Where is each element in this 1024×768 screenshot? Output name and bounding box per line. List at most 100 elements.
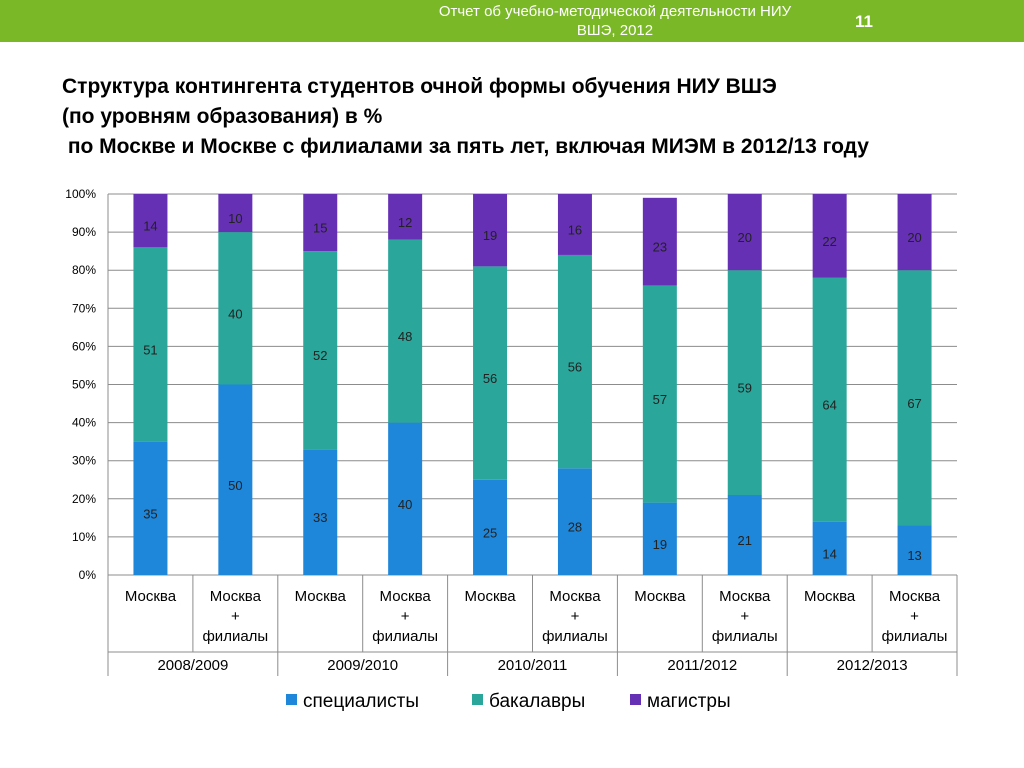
title-line-1: Структура контингента студентов очной фо…	[62, 75, 777, 98]
x-category-label: Москва	[295, 588, 347, 605]
bar-segment-магистры	[303, 194, 338, 252]
bar-segment-магистры	[133, 194, 168, 248]
data-label: 56	[483, 371, 497, 386]
x-category-label: +	[231, 608, 240, 625]
bar-segment-магистры	[473, 194, 508, 267]
data-label: 59	[738, 381, 752, 396]
report-header: Отчет об учебно-методической деятельност…	[395, 2, 835, 40]
x-group-label: 2011/2012	[667, 657, 737, 674]
bar-segment-магистры	[897, 194, 932, 271]
data-label: 48	[398, 329, 412, 344]
x-category-label: Москва	[889, 588, 941, 605]
legend-entry: магистры	[647, 691, 731, 712]
x-category-label: +	[571, 608, 580, 625]
x-category-label: Москва	[549, 588, 601, 605]
bar-segment-бакалавры	[642, 285, 677, 503]
bar-segment-бакалавры	[897, 270, 932, 526]
data-label: 57	[653, 392, 667, 407]
bar-segment-магистры	[388, 194, 423, 240]
bar-segment-бакалавры	[303, 251, 338, 450]
bar-segment-магистры	[812, 194, 847, 278]
data-label: 20	[738, 230, 752, 245]
y-tick-label: 100%	[65, 187, 96, 201]
title-line-2: (по уровням образования) в %	[62, 105, 383, 128]
data-label: 28	[568, 520, 582, 535]
data-label: 40	[398, 497, 412, 512]
data-label: 14	[822, 546, 836, 561]
bar-segment-бакалавры	[727, 270, 762, 495]
data-label: 67	[907, 396, 921, 411]
data-label: 23	[653, 240, 667, 255]
bar-segment-специалисты	[388, 422, 423, 575]
x-category-label: Москва	[464, 588, 516, 605]
x-category-label: Москва	[719, 588, 771, 605]
data-label: 25	[483, 525, 497, 540]
bar-segment-бакалавры	[218, 232, 253, 385]
legend-swatch	[630, 694, 641, 705]
report-header-line2: ВШЭ, 2012	[576, 22, 654, 39]
bar-segment-бакалавры	[473, 266, 508, 480]
bar-segment-бакалавры	[557, 254, 592, 469]
x-group-label: 2009/2010	[327, 657, 398, 674]
y-tick-label: 30%	[72, 454, 96, 468]
bar-segment-специалисты	[473, 479, 508, 575]
y-tick-label: 60%	[72, 339, 96, 353]
bar-segment-магистры	[642, 197, 677, 286]
data-label: 20	[907, 230, 921, 245]
data-label: 40	[228, 306, 242, 321]
x-category-label: филиалы	[882, 628, 948, 645]
x-group-label: 2010/2011	[498, 657, 568, 674]
bar-segment-специалисты	[897, 525, 932, 575]
x-category-label: филиалы	[372, 628, 438, 645]
x-category-label: Москва	[125, 588, 177, 605]
bar-segment-бакалавры	[133, 247, 168, 442]
y-tick-label: 70%	[72, 301, 96, 315]
x-category-label: +	[740, 608, 749, 625]
x-group-label: 2008/2009	[157, 657, 228, 674]
data-label: 15	[313, 221, 327, 236]
x-category-label: филиалы	[712, 628, 778, 645]
bar-segment-бакалавры	[812, 277, 847, 522]
bar-segment-магистры	[727, 194, 762, 271]
data-label: 10	[228, 211, 242, 226]
x-group-label: 2012/2013	[837, 657, 908, 674]
data-label: 12	[398, 215, 412, 230]
bar-segment-специалисты	[557, 468, 592, 575]
y-tick-label: 20%	[72, 492, 96, 506]
x-category-label: Москва	[634, 588, 686, 605]
x-category-label: Москва	[804, 588, 856, 605]
y-tick-label: 0%	[79, 568, 97, 582]
bar-segment-бакалавры	[388, 239, 423, 423]
data-label: 33	[313, 510, 327, 525]
data-label: 35	[143, 506, 157, 521]
x-category-label: филиалы	[202, 628, 268, 645]
x-category-label: Москва	[380, 588, 432, 605]
x-category-label: Москва	[210, 588, 262, 605]
y-tick-label: 80%	[72, 263, 96, 277]
data-label: 21	[738, 533, 752, 548]
x-category-label: +	[910, 608, 919, 625]
y-tick-label: 50%	[72, 378, 96, 392]
data-label: 16	[568, 222, 582, 237]
y-tick-label: 90%	[72, 225, 96, 239]
slide-title: Структура контингента студентов очной фо…	[62, 72, 1002, 162]
data-label: 22	[822, 234, 836, 249]
bar-segment-магистры	[557, 194, 592, 255]
data-label: 56	[568, 360, 582, 375]
data-label: 19	[483, 228, 497, 243]
legend-entry: бакалавры	[489, 691, 585, 712]
legend-swatch	[472, 694, 483, 705]
bar-segment-специалисты	[642, 502, 677, 575]
bar-segment-специалисты	[218, 384, 253, 575]
data-label: 14	[143, 219, 157, 234]
data-label: 52	[313, 348, 327, 363]
data-label: 19	[653, 537, 667, 552]
page-number: 11	[855, 12, 873, 31]
bar-segment-магистры	[218, 194, 253, 233]
y-tick-label: 40%	[72, 416, 96, 430]
bar-segment-специалисты	[133, 441, 168, 575]
legend-entry: специалисты	[303, 691, 419, 712]
bar-segment-специалисты	[812, 521, 847, 575]
data-label: 50	[228, 478, 242, 493]
